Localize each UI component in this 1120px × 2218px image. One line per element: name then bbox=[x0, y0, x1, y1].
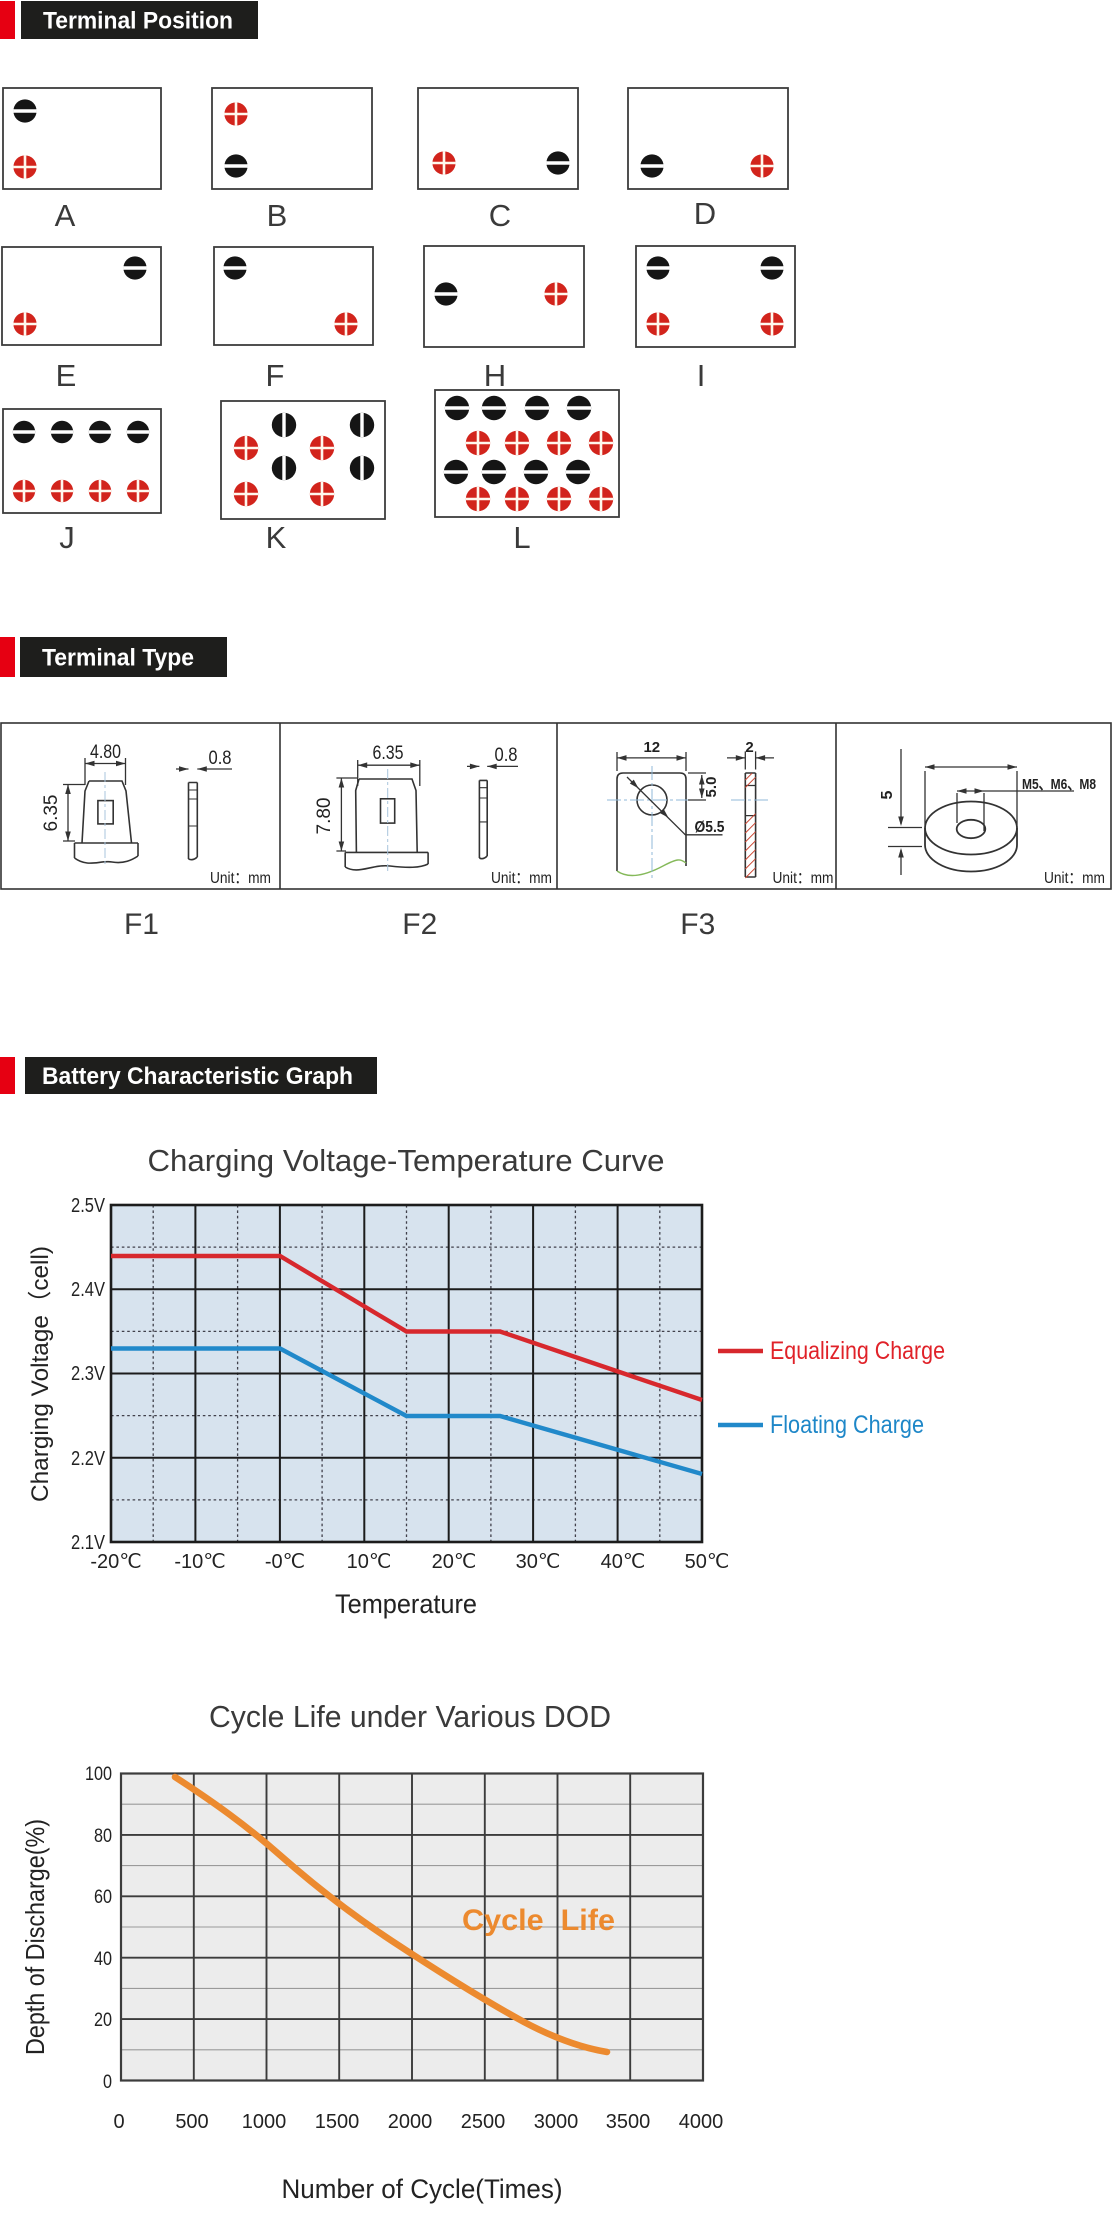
svg-text:2.5V: 2.5V bbox=[71, 1195, 106, 1217]
svg-text:50℃: 50℃ bbox=[685, 1551, 730, 1573]
svg-text:Terminal Position: Terminal Position bbox=[43, 8, 233, 35]
svg-text:Unit：mm: Unit：mm bbox=[491, 870, 552, 887]
svg-text:-20℃: -20℃ bbox=[90, 1551, 141, 1573]
svg-text:J: J bbox=[59, 520, 75, 555]
svg-text:Number of Cycle(Times): Number of Cycle(Times) bbox=[282, 2174, 563, 2204]
svg-text:0: 0 bbox=[103, 2072, 112, 2093]
svg-text:Charging Voltage-Temperature C: Charging Voltage-Temperature Curve bbox=[148, 1143, 665, 1178]
svg-text:7.80: 7.80 bbox=[314, 798, 335, 835]
svg-text:2.4V: 2.4V bbox=[71, 1279, 106, 1301]
svg-text:Ø5.5: Ø5.5 bbox=[695, 819, 725, 836]
svg-text:1500: 1500 bbox=[315, 2111, 360, 2133]
svg-text:6.35: 6.35 bbox=[41, 795, 62, 832]
svg-text:Unit：mm: Unit：mm bbox=[1044, 870, 1105, 887]
svg-text:2.3V: 2.3V bbox=[71, 1363, 106, 1385]
svg-text:-0℃: -0℃ bbox=[265, 1551, 305, 1573]
svg-text:B: B bbox=[267, 198, 288, 233]
svg-text:30℃: 30℃ bbox=[516, 1551, 561, 1573]
svg-text:20℃: 20℃ bbox=[432, 1551, 477, 1573]
svg-text:Depth of Discharge(%): Depth of Discharge(%) bbox=[20, 1819, 50, 2055]
svg-text:12: 12 bbox=[643, 739, 660, 756]
svg-text:10℃: 10℃ bbox=[347, 1551, 392, 1573]
svg-text:-10℃: -10℃ bbox=[174, 1551, 225, 1573]
svg-text:20: 20 bbox=[94, 2010, 112, 2031]
svg-text:2000: 2000 bbox=[388, 2111, 433, 2133]
svg-text:0.8: 0.8 bbox=[209, 748, 232, 769]
svg-text:5.0: 5.0 bbox=[703, 777, 720, 798]
svg-text:4000: 4000 bbox=[679, 2111, 724, 2133]
svg-text:Temperature: Temperature bbox=[335, 1589, 477, 1619]
svg-text:100: 100 bbox=[85, 1764, 112, 1785]
svg-text:E: E bbox=[56, 358, 77, 393]
svg-text:40: 40 bbox=[94, 1949, 112, 1970]
svg-text:F3: F3 bbox=[680, 908, 715, 941]
svg-text:H: H bbox=[484, 358, 506, 393]
svg-text:2: 2 bbox=[745, 739, 753, 756]
svg-text:2.1V: 2.1V bbox=[71, 1532, 106, 1554]
svg-text:Equalizing Charge: Equalizing Charge bbox=[770, 1337, 945, 1365]
svg-text:2.2V: 2.2V bbox=[71, 1448, 106, 1470]
svg-text:Terminal Type: Terminal Type bbox=[42, 645, 194, 672]
svg-text:0.8: 0.8 bbox=[495, 745, 518, 766]
svg-text:Cycle Life under Various DOD: Cycle Life under Various DOD bbox=[209, 1699, 611, 1734]
svg-text:Cycle Life: Cycle Life bbox=[462, 1904, 615, 1937]
svg-text:L: L bbox=[513, 520, 530, 555]
svg-text:4.80: 4.80 bbox=[90, 742, 121, 763]
svg-text:60: 60 bbox=[94, 1887, 112, 1908]
svg-text:0: 0 bbox=[113, 2111, 124, 2133]
svg-text:80: 80 bbox=[94, 1826, 112, 1847]
svg-text:Unit：mm: Unit：mm bbox=[773, 870, 834, 887]
svg-text:Unit：mm: Unit：mm bbox=[210, 870, 271, 887]
svg-text:Charging Voltage（cell): Charging Voltage（cell) bbox=[27, 1246, 54, 1502]
svg-text:3500: 3500 bbox=[606, 2111, 651, 2133]
svg-text:500: 500 bbox=[175, 2111, 208, 2133]
svg-text:1000: 1000 bbox=[242, 2111, 287, 2133]
svg-text:Floating Charge: Floating Charge bbox=[770, 1411, 924, 1439]
svg-text:A: A bbox=[55, 198, 76, 233]
svg-text:I: I bbox=[697, 358, 706, 393]
svg-text:F1: F1 bbox=[124, 908, 159, 941]
svg-text:C: C bbox=[489, 198, 511, 233]
svg-text:K: K bbox=[266, 520, 287, 555]
svg-text:40℃: 40℃ bbox=[601, 1551, 646, 1573]
svg-text:F: F bbox=[266, 358, 285, 393]
svg-text:D: D bbox=[694, 196, 716, 231]
svg-text:5: 5 bbox=[879, 790, 896, 799]
svg-text:3000: 3000 bbox=[534, 2111, 579, 2133]
svg-text:M5、M6、M8: M5、M6、M8 bbox=[1022, 776, 1096, 793]
svg-text:Battery Characteristic Graph: Battery Characteristic Graph bbox=[42, 1063, 353, 1090]
svg-text:F2: F2 bbox=[402, 908, 437, 941]
svg-text:6.35: 6.35 bbox=[373, 743, 404, 764]
svg-text:2500: 2500 bbox=[461, 2111, 506, 2133]
